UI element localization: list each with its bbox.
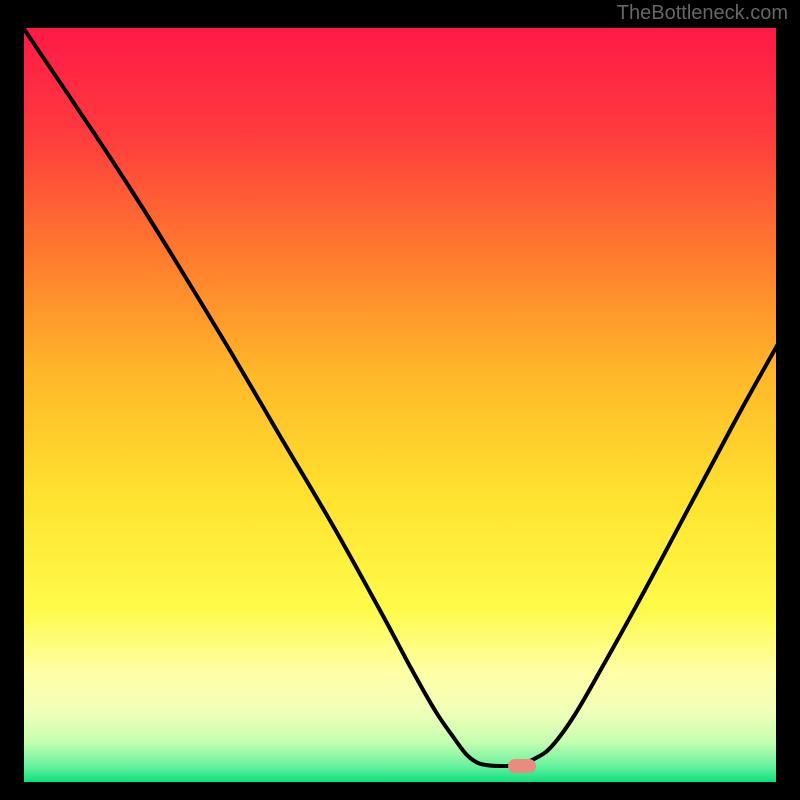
watermark-text: TheBottleneck.com bbox=[617, 2, 788, 25]
curve-path bbox=[22, 26, 778, 766]
optimal-point-marker bbox=[508, 759, 536, 773]
chart-plot-area bbox=[22, 26, 778, 784]
bottleneck-curve bbox=[22, 26, 778, 784]
